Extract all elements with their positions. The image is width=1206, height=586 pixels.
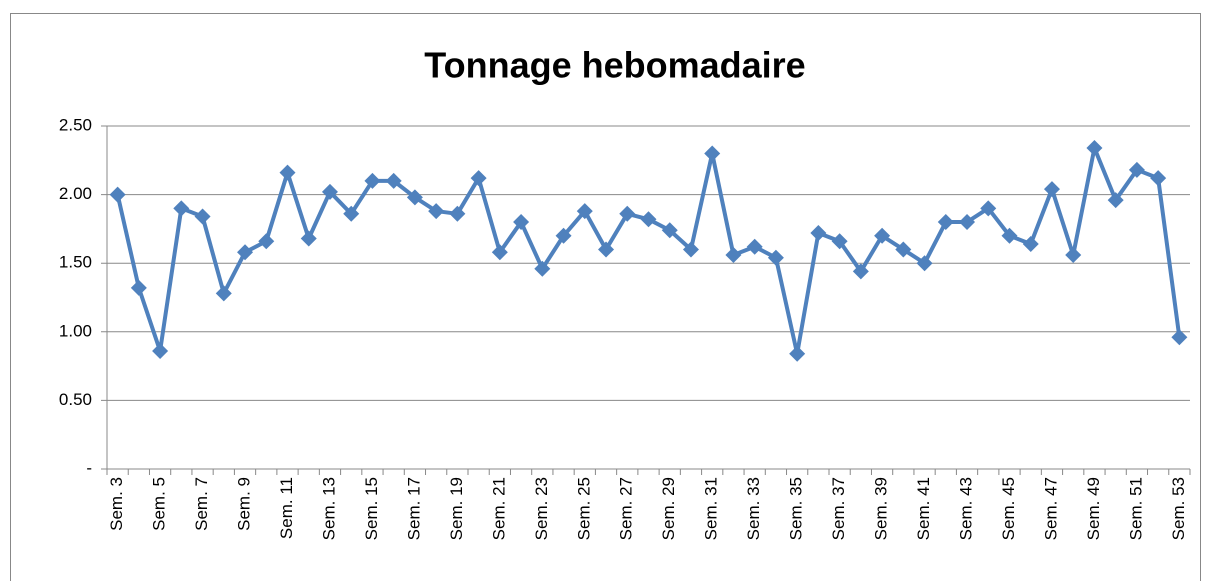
data-marker (364, 172, 381, 189)
data-marker (619, 205, 636, 222)
data-marker (852, 263, 869, 280)
y-tick-label: 2.00 (59, 184, 92, 203)
x-tick-label: Sem. 25 (574, 477, 593, 540)
x-tick-label: Sem. 37 (829, 477, 848, 540)
data-marker (534, 260, 551, 277)
x-tick-label: Sem. 27 (617, 477, 636, 540)
data-marker (831, 233, 848, 250)
data-marker (109, 186, 126, 203)
data-marker (1086, 139, 1103, 156)
data-marker (1065, 246, 1082, 263)
x-tick-label: Sem. 45 (999, 477, 1018, 540)
data-marker (789, 345, 806, 362)
data-marker (810, 225, 827, 242)
data-marker (980, 200, 997, 217)
x-tick-label: Sem. 51 (1126, 477, 1145, 540)
data-marker (1001, 227, 1018, 244)
data-marker (959, 214, 976, 231)
data-marker (937, 214, 954, 231)
data-marker (682, 241, 699, 258)
x-tick-label: Sem. 19 (447, 477, 466, 540)
data-marker (661, 222, 678, 239)
data-marker (640, 211, 657, 228)
y-tick-label: 1.00 (59, 321, 92, 340)
data-marker (1022, 235, 1039, 252)
x-tick-label: Sem. 31 (702, 477, 721, 540)
x-tick-label: Sem. 41 (914, 477, 933, 540)
data-marker (321, 183, 338, 200)
data-marker (279, 164, 296, 181)
x-tick-label: Sem. 33 (744, 477, 763, 540)
data-marker (746, 238, 763, 255)
data-marker (406, 189, 423, 206)
y-tick-label: - (86, 458, 92, 477)
x-tick-label: Sem. 15 (362, 477, 381, 540)
data-marker (470, 170, 487, 187)
data-marker (704, 145, 721, 162)
x-tick-label: Sem. 53 (1169, 477, 1188, 540)
x-tick-label: Sem. 49 (1084, 477, 1103, 540)
data-marker (385, 172, 402, 189)
data-marker (194, 208, 211, 225)
x-tick-label: Sem. 7 (192, 477, 211, 531)
x-tick-label: Sem. 13 (319, 477, 338, 540)
data-marker (1107, 192, 1124, 209)
data-marker (343, 205, 360, 222)
data-marker (513, 214, 530, 231)
data-marker (598, 241, 615, 258)
x-tick-label: Sem. 17 (404, 477, 423, 540)
data-marker (215, 285, 232, 302)
data-marker (428, 203, 445, 220)
data-marker (449, 205, 466, 222)
data-marker (555, 227, 572, 244)
x-tick-label: Sem. 9 (235, 477, 254, 531)
data-marker (1150, 170, 1167, 187)
x-tick-label: Sem. 11 (277, 477, 296, 539)
x-tick-label: Sem. 43 (957, 477, 976, 540)
data-marker (1043, 181, 1060, 198)
data-marker (767, 249, 784, 266)
data-marker (725, 246, 742, 263)
data-marker (491, 244, 508, 261)
x-tick-label: Sem. 39 (872, 477, 891, 540)
chart-frame (10, 13, 1201, 586)
data-marker (1171, 329, 1188, 346)
x-tick-label: Sem. 47 (1041, 477, 1060, 540)
data-marker (916, 255, 933, 272)
data-marker (1128, 161, 1145, 178)
data-marker (895, 241, 912, 258)
data-marker (258, 233, 275, 250)
x-tick-label: Sem. 5 (150, 477, 169, 531)
data-marker (173, 200, 190, 217)
y-tick-label: 1.50 (59, 253, 92, 272)
x-tick-label: Sem. 29 (659, 477, 678, 540)
x-tick-label: Sem. 3 (107, 477, 126, 531)
data-marker (152, 343, 169, 360)
x-tick-label: Sem. 23 (532, 477, 551, 540)
data-marker (237, 244, 254, 261)
x-tick-label: Sem. 35 (787, 477, 806, 540)
data-marker (130, 279, 147, 296)
data-marker (300, 230, 317, 247)
data-marker (576, 203, 593, 220)
y-tick-label: 0.50 (59, 390, 92, 409)
data-marker (874, 227, 891, 244)
y-tick-label: 2.50 (59, 115, 92, 134)
x-tick-label: Sem. 21 (489, 477, 508, 540)
chart-title: Tonnage hebomadaire (424, 45, 805, 86)
